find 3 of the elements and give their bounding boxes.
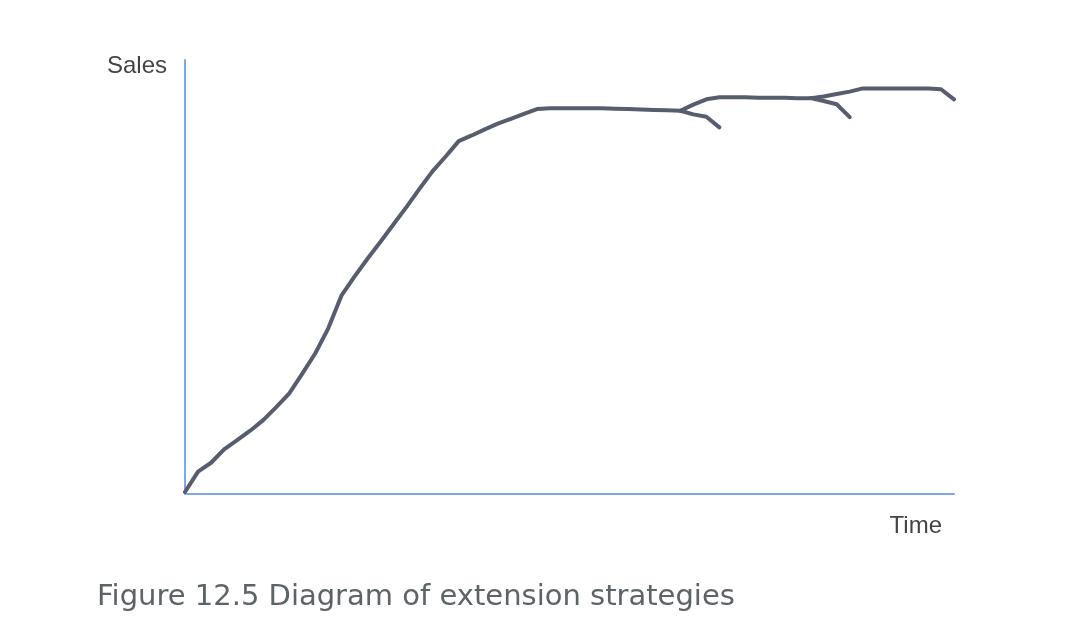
x-axis-title: Time	[889, 510, 942, 538]
text: Figure 12.5 Diagram of extension strategies	[97, 577, 735, 612]
y-axis-title: Sales	[106, 50, 167, 78]
